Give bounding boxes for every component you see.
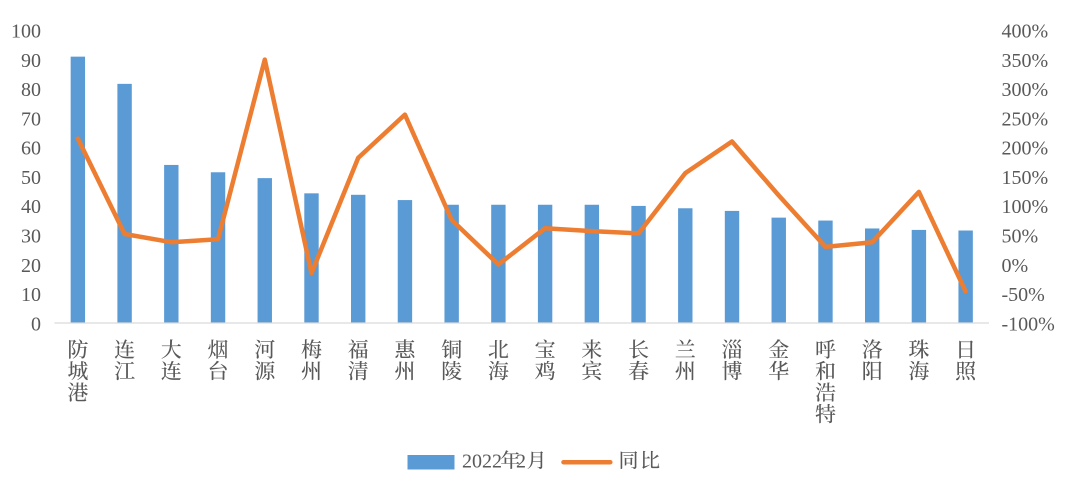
svg-text:80: 80 — [21, 79, 41, 101]
svg-text:40: 40 — [21, 196, 41, 218]
svg-text:10: 10 — [21, 284, 41, 306]
svg-text:100: 100 — [11, 21, 41, 43]
svg-text:50%: 50% — [1002, 226, 1039, 248]
svg-text:0: 0 — [31, 313, 41, 335]
svg-text:400%: 400% — [1002, 21, 1049, 43]
svg-text:60: 60 — [21, 138, 41, 160]
svg-text:2022: 2022 — [462, 450, 502, 472]
svg-text:200%: 200% — [1002, 138, 1049, 160]
svg-text:2: 2 — [516, 450, 526, 472]
svg-text:90: 90 — [21, 50, 41, 72]
svg-text:-50%: -50% — [1002, 284, 1045, 306]
svg-text:150%: 150% — [1002, 167, 1049, 189]
svg-text:20: 20 — [21, 255, 41, 277]
svg-text:300%: 300% — [1002, 79, 1049, 101]
svg-text:-100%: -100% — [1002, 313, 1055, 335]
svg-text:250%: 250% — [1002, 108, 1049, 130]
svg-text:50: 50 — [21, 167, 41, 189]
svg-text:100%: 100% — [1002, 196, 1049, 218]
svg-text:70: 70 — [21, 108, 41, 130]
svg-text:30: 30 — [21, 226, 41, 248]
svg-text:0%: 0% — [1002, 255, 1029, 277]
svg-text:350%: 350% — [1002, 50, 1049, 72]
